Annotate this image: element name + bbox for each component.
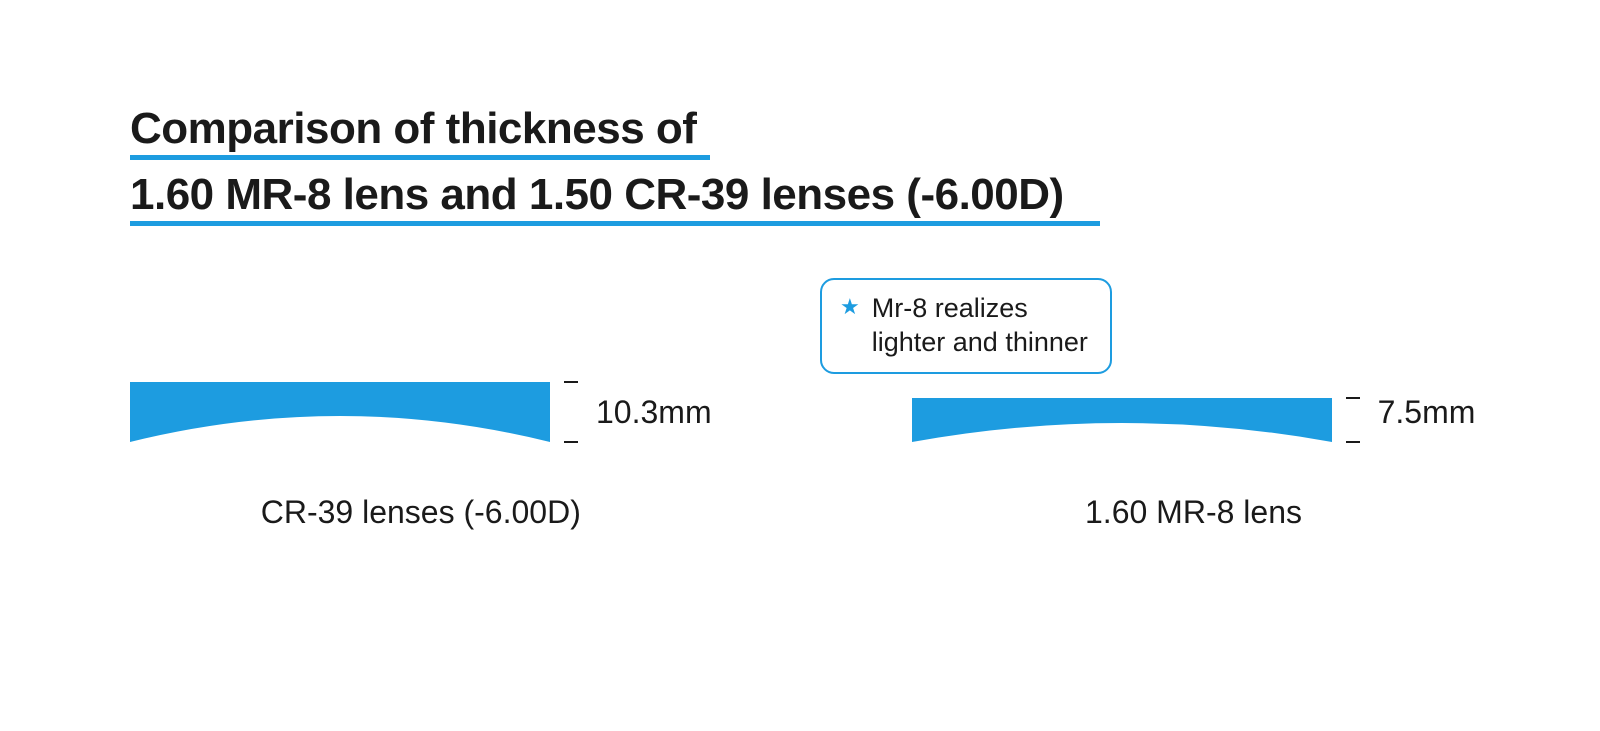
title-line-2: 1.60 MR-8 lens and 1.50 CR-39 lenses (-6… — [130, 166, 1064, 223]
lens-left-shape — [130, 380, 582, 444]
lens-right-svg-wrap: 7.5mm — [912, 380, 1476, 444]
lens-right-thickness: 7.5mm — [1378, 394, 1476, 431]
lens-left-thickness: 10.3mm — [596, 394, 712, 431]
lens-right-block: 7.5mm 1.60 MR-8 lens — [912, 380, 1476, 531]
callout-text: Mr-8 realizes lighter and thinner — [872, 292, 1088, 360]
lens-left-svg-wrap: 10.3mm — [130, 380, 712, 444]
diagram-row: 10.3mm CR-39 lenses (-6.00D) 7.5mm 1.60 … — [130, 380, 1470, 531]
chart-title: Comparison of thickness of 1.60 MR-8 len… — [130, 100, 1100, 226]
lens-left-block: 10.3mm CR-39 lenses (-6.00D) — [130, 380, 712, 531]
title-line-1: Comparison of thickness of — [130, 100, 696, 157]
lens-right-shape — [912, 380, 1364, 444]
star-icon: ★ — [840, 294, 860, 320]
callout-box: ★ Mr-8 realizes lighter and thinner — [820, 278, 1112, 374]
lens-left-caption: CR-39 lenses (-6.00D) — [261, 494, 581, 531]
lens-right-caption: 1.60 MR-8 lens — [1085, 494, 1302, 531]
